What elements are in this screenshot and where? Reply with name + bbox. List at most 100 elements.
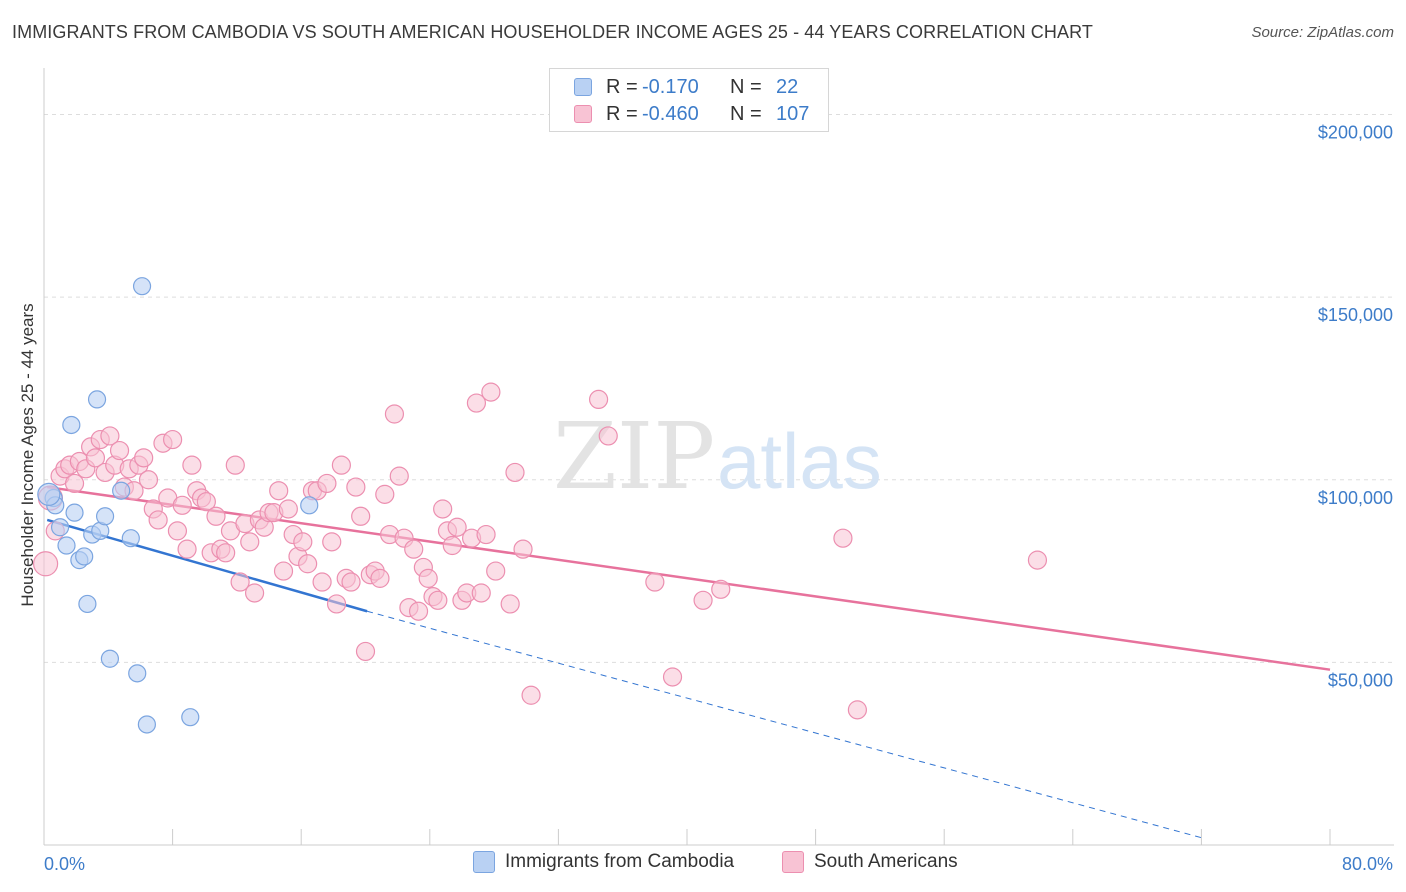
data-point-south-americans — [433, 499, 453, 519]
data-point-south-americans — [384, 404, 405, 424]
series-south-americans — [33, 382, 1048, 720]
data-point-south-americans — [322, 532, 342, 552]
data-point-south-americans — [486, 561, 506, 581]
data-point-south-americans — [370, 568, 390, 588]
data-point-south-americans — [269, 481, 289, 501]
data-point-cambodia — [50, 518, 70, 537]
legend-row-cambodia: R = -0.170 N = 22 — [574, 74, 798, 100]
legend-r-value: -0.170 — [642, 75, 699, 98]
axes — [43, 68, 1394, 846]
data-point-cambodia — [100, 649, 120, 668]
data-point-cambodia — [112, 481, 131, 500]
legend-r-label: R = — [606, 75, 638, 98]
y-axis-label: Householder Income Ages 25 - 44 years — [18, 303, 37, 606]
data-point-south-americans — [513, 539, 533, 559]
data-point-cambodia — [137, 715, 156, 734]
trend-line-cambodia-extrapolated — [366, 610, 1202, 839]
watermark: ZIP atlas — [553, 403, 882, 510]
data-point-cambodia — [181, 708, 200, 727]
data-point-south-americans — [312, 572, 332, 592]
legend-swatch-blue — [574, 78, 592, 96]
data-point-south-americans — [500, 594, 520, 614]
data-point-cambodia — [95, 507, 115, 526]
data-point-south-americans — [447, 517, 467, 537]
data-point-cambodia — [121, 529, 140, 548]
legend-label-south-americans: South Americans — [814, 851, 958, 872]
legend-item-cambodia[interactable]: Immigrants from Cambodia — [473, 851, 734, 873]
data-point-south-americans — [167, 521, 188, 541]
legend-n-value: 22 — [776, 75, 799, 98]
data-point-south-americans — [442, 535, 462, 556]
source-credit: Source: ZipAtlas.com — [1251, 24, 1394, 41]
data-point-south-americans — [244, 583, 265, 603]
data-point-south-americans — [206, 506, 226, 526]
data-point-south-americans — [64, 473, 85, 494]
data-point-south-americans — [645, 572, 665, 592]
legend-r-value: -0.460 — [642, 102, 699, 125]
axis-labels: $50,000 $100,000 $150,000 $200,000 0.0% 80.0%… — [18, 123, 1393, 874]
series-legend: Immigrants from Cambodia South Americans — [0, 851, 1406, 879]
data-point-south-americans — [85, 448, 106, 468]
data-point-south-americans — [404, 539, 424, 559]
y-tick-label: $150,000 — [1318, 305, 1393, 325]
y-tick-label: $50,000 — [1328, 670, 1393, 690]
data-point-south-americans — [33, 551, 59, 577]
data-point-south-americans — [177, 539, 197, 559]
watermark-atlas: atlas — [717, 417, 882, 505]
data-point-south-americans — [389, 466, 409, 486]
data-point-south-americans — [216, 543, 236, 563]
y-tick-label: $200,000 — [1318, 123, 1393, 143]
data-point-south-americans — [476, 524, 496, 545]
legend-n-label: N = — [730, 75, 762, 98]
data-point-cambodia — [62, 415, 81, 435]
data-point-south-americans — [481, 382, 501, 402]
data-point-cambodia — [87, 390, 107, 409]
data-point-south-americans — [428, 590, 448, 610]
data-point-south-americans — [466, 393, 487, 413]
data-point-south-americans — [138, 470, 159, 490]
data-point-south-americans — [693, 590, 713, 610]
data-point-south-americans — [847, 700, 867, 720]
data-point-south-americans — [346, 477, 366, 497]
x-tick-label-min: 0.0% — [44, 854, 85, 874]
data-point-south-americans — [225, 455, 245, 475]
data-point-south-americans — [662, 667, 683, 687]
data-point-south-americans — [326, 594, 347, 614]
data-point-south-americans — [521, 685, 541, 705]
data-point-south-americans — [172, 495, 192, 515]
data-point-south-americans — [588, 389, 609, 410]
data-point-south-americans — [293, 532, 313, 552]
data-point-cambodia — [65, 503, 84, 522]
data-point-south-americans — [471, 583, 491, 603]
data-point-south-americans — [230, 572, 250, 592]
data-point-cambodia — [300, 496, 319, 515]
data-point-south-americans — [109, 440, 130, 461]
data-point-south-americans — [341, 572, 361, 592]
data-point-south-americans — [134, 448, 154, 468]
data-point-cambodia — [132, 277, 152, 296]
data-point-cambodia — [128, 664, 147, 683]
data-point-south-americans — [375, 484, 395, 504]
data-point-cambodia — [57, 536, 76, 555]
legend-r-label: R = — [606, 102, 638, 125]
data-point-south-americans — [351, 506, 371, 526]
data-point-south-americans — [182, 455, 202, 475]
x-tick-label-max: 80.0% — [1342, 854, 1393, 874]
data-point-south-americans — [505, 462, 525, 483]
chart-title: IMMIGRANTS FROM CAMBODIA VS SOUTH AMERIC… — [12, 22, 1093, 42]
data-point-south-americans — [418, 568, 438, 588]
series-immigrants-cambodia — [37, 277, 319, 734]
watermark-zip: ZIP — [553, 403, 715, 510]
data-point-south-americans — [833, 528, 853, 548]
data-point-south-americans — [298, 554, 318, 574]
data-point-south-americans — [711, 579, 731, 599]
legend-n-value: 107 — [776, 102, 810, 125]
legend-row-south-americans: R = -0.460 N = 107 — [574, 101, 809, 127]
legend-item-south-americans[interactable]: South Americans — [782, 851, 958, 873]
data-point-south-americans — [355, 641, 376, 662]
data-point-south-americans — [317, 473, 337, 494]
data-point-south-americans — [148, 510, 168, 530]
legend-n-label: N = — [730, 102, 762, 125]
legend-swatch-blue — [473, 851, 495, 873]
